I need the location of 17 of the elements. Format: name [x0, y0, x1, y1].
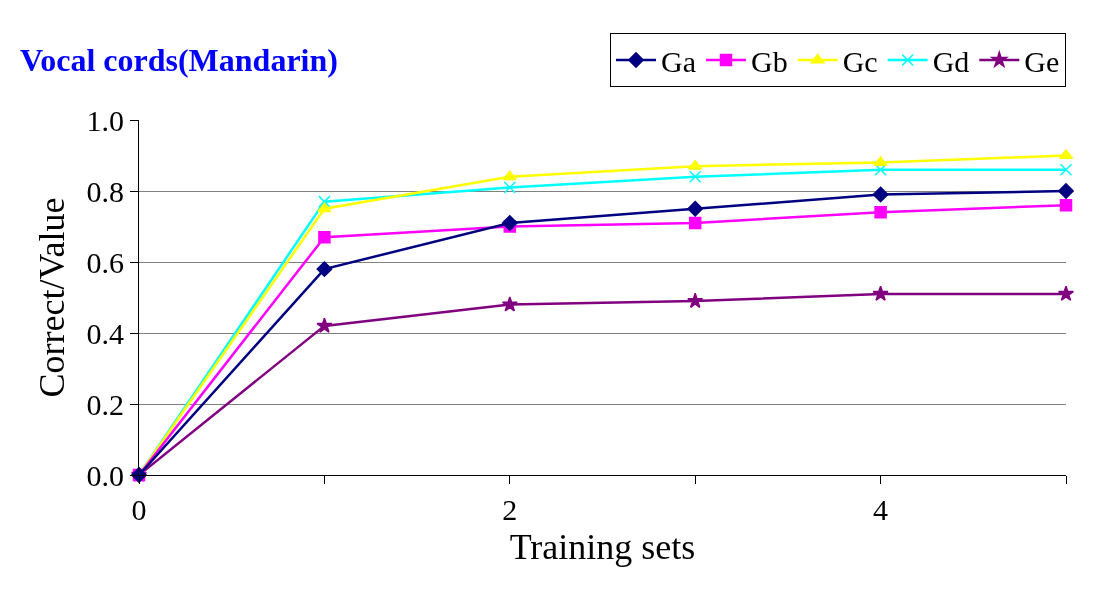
y-tick-label: 0.0 [86, 458, 124, 492]
x-tick-label: 4 [873, 493, 889, 526]
y-tick-label: 1.0 [86, 103, 124, 137]
x-tick-label: 0 [131, 493, 147, 526]
legend-label: Gb [750, 44, 788, 78]
x-tick-label: 2 [502, 493, 518, 526]
y-axis-title: Correct/Value [32, 197, 73, 398]
chart-title: Vocal cords(Mandarin) [20, 42, 338, 79]
legend-label: Ge [1024, 44, 1060, 78]
y-tick-label: 0.2 [86, 387, 124, 421]
legend-label: Ga [661, 44, 696, 78]
y-tick-label: 0.8 [86, 174, 124, 208]
legend-label: Gd [932, 44, 970, 78]
legend-label: Gc [842, 44, 878, 78]
y-tick-label: 0.6 [86, 245, 124, 279]
y-tick-label: 0.4 [86, 316, 124, 350]
x-axis-title: Training sets [509, 526, 696, 567]
